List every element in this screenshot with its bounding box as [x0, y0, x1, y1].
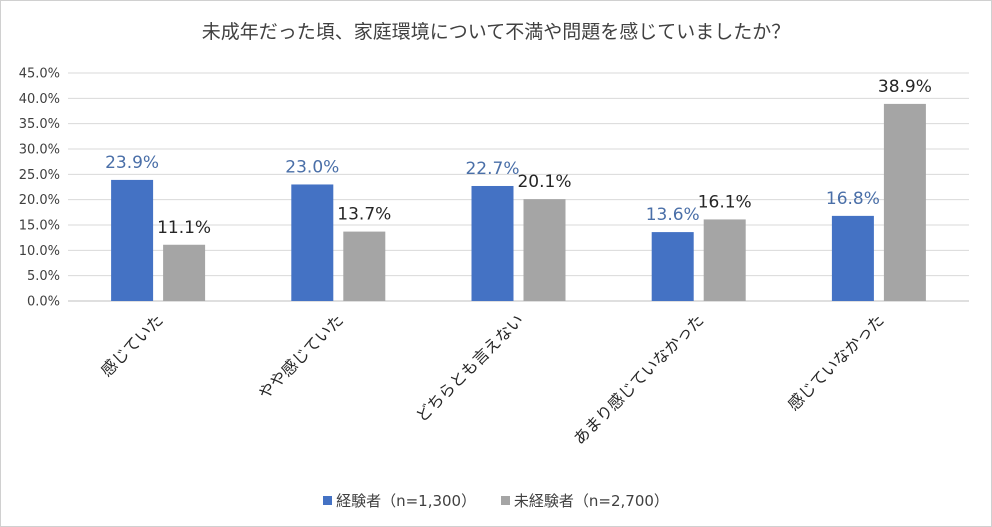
data-label: 23.9% [105, 153, 159, 173]
y-tick-label: 45.0% [19, 67, 60, 82]
y-tick-label: 10.0% [19, 244, 60, 259]
legend-item-inexperienced: 未経験者（n=2,700） [500, 490, 669, 511]
data-label: 16.1% [698, 192, 752, 212]
y-tick-label: 20.0% [19, 193, 60, 208]
legend-swatch-experienced [323, 496, 333, 505]
bar [703, 219, 746, 301]
data-label: 20.1% [517, 172, 571, 192]
data-label: 11.1% [157, 218, 211, 238]
bar [163, 244, 206, 301]
bar [831, 215, 874, 301]
chart-title: 未成年だった頃、家庭環境について不満や問題を感じていましたか？ [201, 21, 791, 43]
x-tick-label: やや感じていた [254, 310, 347, 403]
data-label: 23.0% [285, 157, 339, 177]
data-label: 22.7% [465, 159, 519, 179]
legend-label-experienced: 経験者（n=1,300） [336, 492, 477, 510]
data-label: 13.6% [646, 205, 700, 225]
y-tick-label: 40.0% [19, 92, 60, 107]
bar [471, 185, 514, 301]
legend-label-inexperienced: 未経験者（n=2,700） [513, 492, 669, 510]
y-tick-label: 5.0% [27, 269, 60, 284]
bar [291, 184, 334, 301]
x-tick-label: あまり感じていなかった [570, 310, 708, 448]
x-tick-label: 感じていなかった [784, 310, 888, 414]
y-tick-label: 15.0% [19, 219, 60, 234]
x-tick-label: どちらとも言えない [412, 310, 527, 425]
y-tick-label: 0.0% [27, 295, 60, 310]
y-tick-label: 35.0% [19, 117, 60, 132]
bar [343, 231, 386, 301]
legend-swatch-inexperienced [500, 496, 510, 505]
bar [651, 232, 694, 301]
data-label: 16.8% [826, 189, 880, 209]
y-tick-label: 30.0% [19, 143, 60, 158]
bar [523, 199, 566, 301]
legend-item-experienced: 経験者（n=1,300） [323, 490, 476, 511]
bar [111, 179, 154, 301]
x-tick-label: 感じていた [97, 310, 167, 380]
bar [883, 103, 926, 301]
legend: 経験者（n=1,300） 未経験者（n=2,700） [1, 490, 991, 511]
data-label: 38.9% [878, 77, 932, 97]
data-label: 13.7% [337, 205, 391, 225]
y-tick-label: 25.0% [19, 168, 60, 183]
